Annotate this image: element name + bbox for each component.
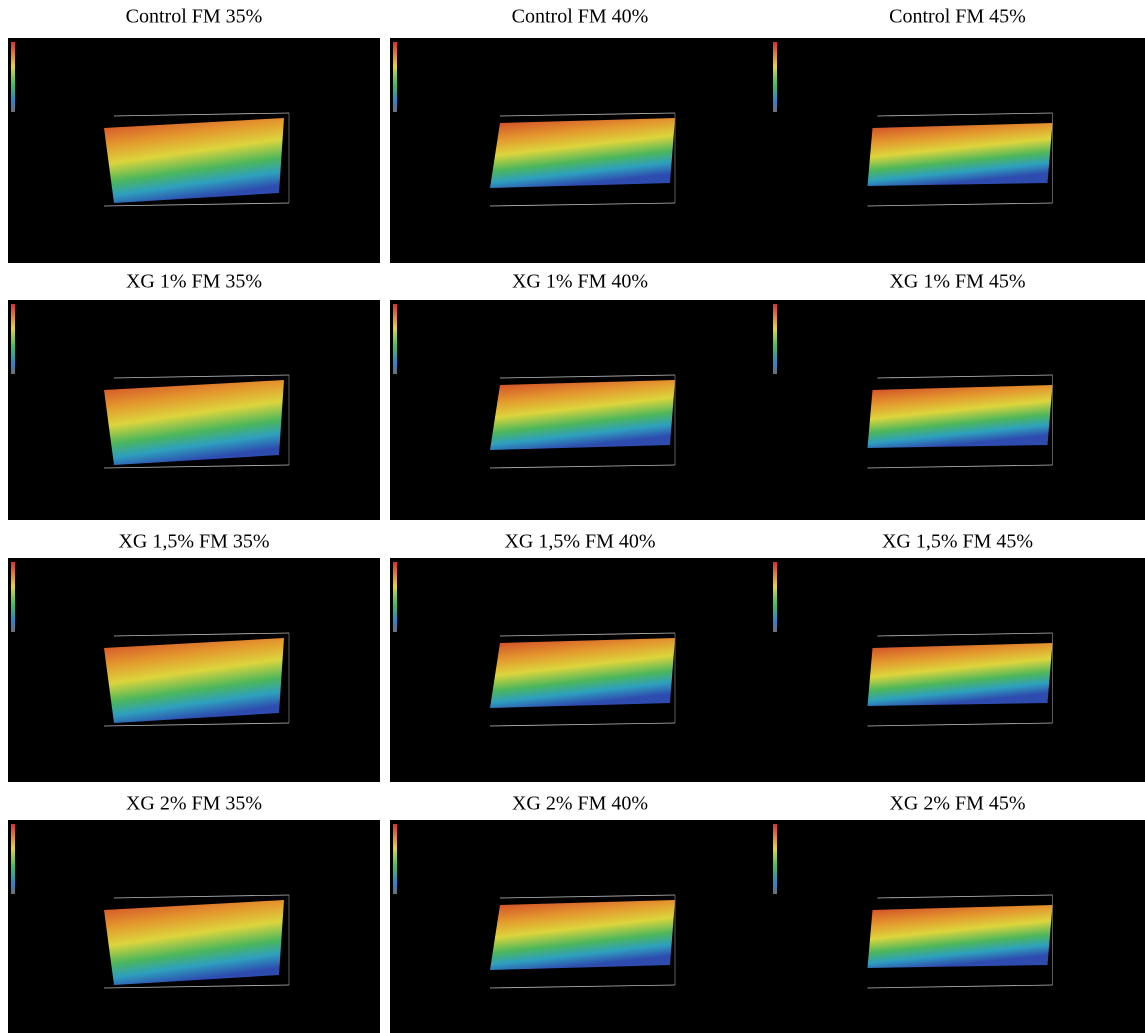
panel-title: Control FM 40% [512, 6, 649, 28]
panel: XG 2% FM 35% [8, 793, 380, 1033]
panel: XG 1% FM 40% [390, 271, 770, 520]
panel: Control FM 35% [8, 6, 380, 263]
color-bar [393, 562, 397, 632]
color-bar [773, 824, 777, 894]
panel-title: Control FM 35% [126, 6, 263, 28]
color-bar [393, 824, 397, 894]
surface [868, 123, 1053, 186]
surface [868, 643, 1053, 706]
color-bar [11, 562, 15, 632]
color-bar [773, 562, 777, 632]
color-bar [11, 304, 15, 374]
panel: XG 2% FM 45% [770, 793, 1145, 1033]
color-bar [11, 42, 15, 112]
color-bar [773, 42, 777, 112]
surface [104, 380, 284, 465]
color-bar [393, 304, 397, 374]
panel-title: XG 1,5% FM 45% [882, 531, 1033, 553]
surface [490, 638, 675, 708]
panel: Control FM 40% [390, 6, 770, 263]
surface [490, 118, 675, 188]
panel-title: XG 2% FM 45% [889, 793, 1025, 815]
panel: XG 1% FM 45% [770, 271, 1145, 520]
surface [104, 900, 284, 985]
panel: XG 1,5% FM 45% [770, 531, 1145, 782]
panel: XG 1,5% FM 35% [8, 531, 380, 782]
color-bar [11, 824, 15, 894]
surface [104, 638, 284, 723]
panel-title: XG 2% FM 40% [512, 793, 648, 815]
panel-title: Control FM 45% [889, 6, 1026, 28]
panel-title: XG 1% FM 35% [126, 271, 262, 293]
panel-title: XG 2% FM 35% [126, 793, 262, 815]
color-bar [393, 42, 397, 112]
surface [104, 118, 284, 203]
surface [868, 905, 1053, 968]
color-bar [773, 304, 777, 374]
surface [490, 900, 675, 970]
panel-title: XG 1,5% FM 35% [118, 531, 269, 553]
panel-title: XG 1% FM 40% [512, 271, 648, 293]
surface [490, 380, 675, 450]
panel: XG 2% FM 40% [390, 793, 770, 1033]
figure: Control FM 35% Control FM 40% Control FM 4… [0, 0, 1145, 1033]
surface [868, 385, 1053, 448]
panel: XG 1% FM 35% [8, 271, 380, 520]
panel-title: XG 1% FM 45% [889, 271, 1025, 293]
panel-title: XG 1,5% FM 40% [504, 531, 655, 553]
panel: Control FM 45% [770, 6, 1145, 263]
panel: XG 1,5% FM 40% [390, 531, 770, 782]
